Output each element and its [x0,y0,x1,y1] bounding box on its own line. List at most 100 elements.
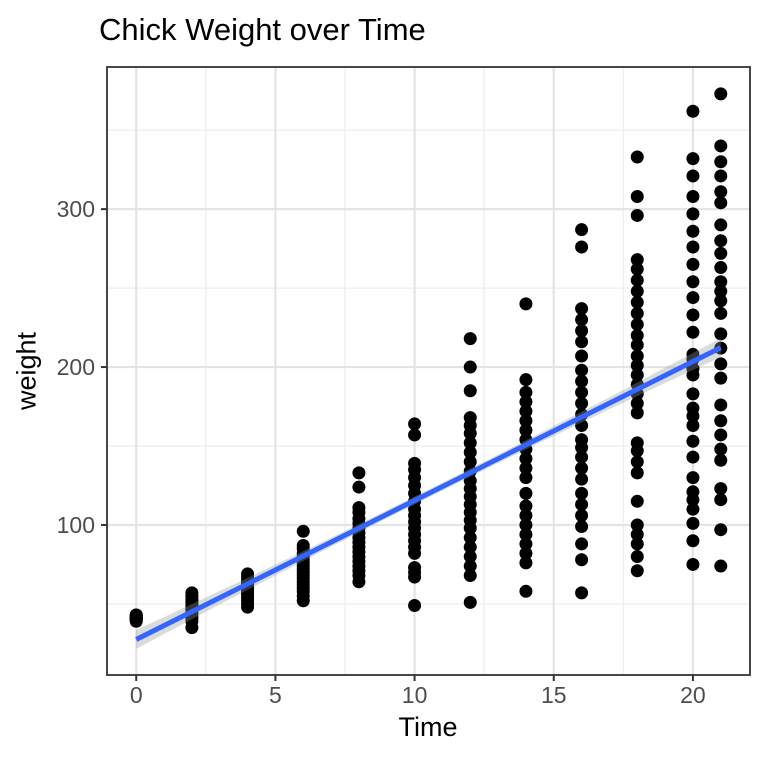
data-point [686,189,700,203]
data-point [686,450,700,464]
data-point [686,534,700,548]
x-tick-label: 20 [680,682,706,708]
data-point [352,501,366,515]
data-point [630,368,644,382]
data-point [463,550,477,564]
data-point [408,561,422,575]
data-point [630,358,644,372]
data-point [575,335,589,349]
data-point [714,275,728,289]
data-point [714,371,728,385]
y-tick-label: 200 [57,354,95,380]
chart-title: Chick Weight over Time [99,12,426,47]
data-point [686,291,700,305]
data-point [686,104,700,118]
data-point [714,246,728,260]
data-point [686,152,700,166]
data-point [686,387,700,401]
data-point [575,497,589,511]
data-point [714,261,728,275]
data-point [463,360,477,374]
data-point [575,520,589,534]
data-point [686,418,700,432]
data-point [519,404,533,418]
data-point [463,411,477,425]
data-point [463,332,477,346]
data-point [686,224,700,238]
data-point [630,436,644,450]
data-point [575,472,589,486]
data-point [352,466,366,480]
data-point [686,502,700,516]
data-point [519,556,533,570]
data-point [575,385,589,399]
data-point [352,480,366,494]
data-point [630,189,644,203]
data-point [714,453,728,467]
data-point [241,567,255,581]
plot-panel [107,67,750,675]
data-point [519,452,533,466]
data-point [463,455,477,469]
data-point [714,428,728,442]
data-point [519,527,533,541]
data-point [575,433,589,447]
data-point [630,550,644,564]
panel-border [106,66,751,676]
data-point [463,559,477,573]
y-tick-label: 100 [57,512,95,538]
data-point [630,284,644,298]
data-point [630,262,644,276]
data-point [630,406,644,420]
data-point [185,586,199,600]
data-point [630,317,644,331]
data-point [408,428,422,442]
data-point [129,608,143,622]
data-point [575,396,589,410]
data-point [686,485,700,499]
data-point [519,385,533,399]
data-point [519,414,533,428]
data-point [686,169,700,183]
data-point [686,275,700,289]
data-point [575,223,589,237]
trend-line [135,345,722,642]
data-point [630,295,644,309]
data-point [575,302,589,316]
data-point [575,586,589,600]
data-point [714,139,728,153]
data-point [519,423,533,437]
data-point [714,294,728,308]
data-point [630,328,644,342]
data-point [463,595,477,609]
y-axis-title: weight [11,331,42,411]
data-point [519,546,533,560]
x-tick-label: 0 [130,682,143,708]
data-point [463,436,477,450]
data-point [575,553,589,567]
data-point [519,486,533,500]
data-point [686,401,700,415]
data-point [686,240,700,254]
data-point [630,150,644,164]
data-point [630,349,644,363]
data-point [575,418,589,432]
data-point [408,417,422,431]
data-point [519,395,533,409]
x-tick-label: 15 [541,682,567,708]
data-point [630,494,644,508]
data-point [630,537,644,551]
data-point [519,518,533,532]
x-axis-title: Time [398,712,458,742]
data-point [714,482,728,496]
data-point [630,338,644,352]
data-point [714,87,728,101]
data-point [575,537,589,551]
data-point [630,518,644,532]
data-point [519,297,533,311]
data-point [714,442,728,456]
data-point [714,306,728,320]
data-point [575,313,589,327]
